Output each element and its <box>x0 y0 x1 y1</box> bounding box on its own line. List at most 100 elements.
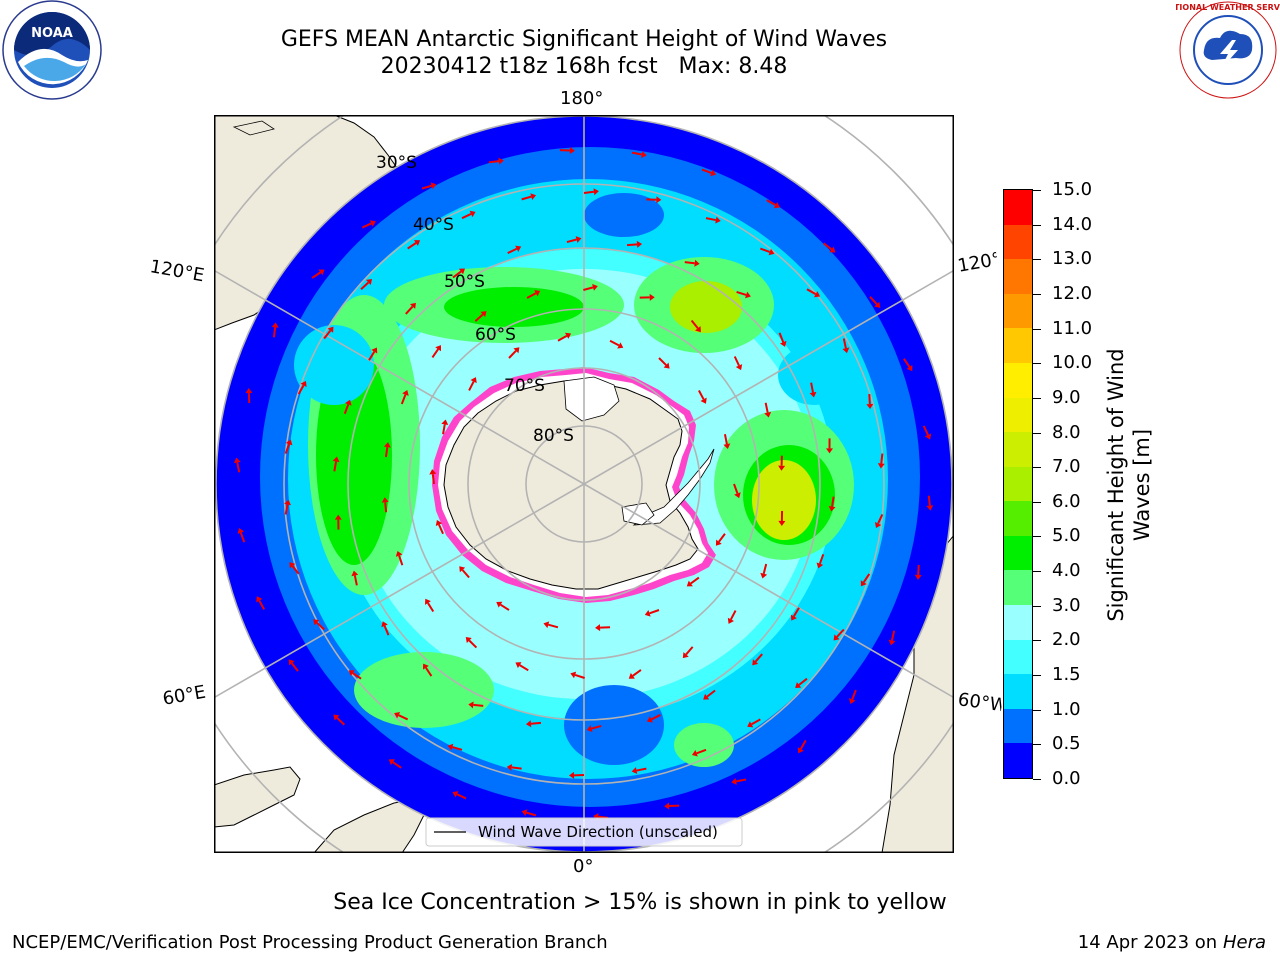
colorbar-tick <box>1033 190 1041 191</box>
arrow-head <box>233 457 241 464</box>
colorbar-tick-label: 4.0 <box>1052 560 1081 582</box>
colorbar-tick-label: 9.0 <box>1052 386 1081 408</box>
arrow-shaft <box>333 461 338 472</box>
arrow-shaft <box>842 338 847 349</box>
arrow-head <box>752 659 759 666</box>
arrow-head <box>424 598 431 605</box>
arrow-head <box>256 596 263 603</box>
antarctica <box>432 367 716 603</box>
arrow-shaft <box>452 270 462 279</box>
lat-label-80s: 80°S <box>533 426 574 446</box>
colorbar-tick-label: 13.0 <box>1052 248 1093 270</box>
arrow-shaft <box>400 394 407 405</box>
arrow-head <box>413 240 421 246</box>
arrow-shaft <box>508 350 517 359</box>
arrow-shaft <box>730 610 737 620</box>
arrow-head <box>313 619 320 626</box>
arrow-shaft <box>736 290 747 296</box>
colorbar-segment <box>1004 224 1032 260</box>
colorbar-tick <box>1033 293 1041 295</box>
colorbar-tick-label: 12.0 <box>1052 282 1093 304</box>
arrow-head <box>773 201 780 209</box>
lon-label-upper-right: 120°W <box>956 250 1000 277</box>
arrow-head <box>764 411 772 418</box>
arrow-head <box>288 659 295 666</box>
arrow-shaft <box>690 576 700 585</box>
arrow-head <box>395 550 403 557</box>
arrow-shaft <box>810 382 814 393</box>
arrow-shaft <box>690 319 699 329</box>
arrow-shaft <box>903 358 911 368</box>
arrow-head <box>877 463 885 469</box>
colorbar-tick <box>1033 363 1041 365</box>
arrow-head <box>731 777 737 785</box>
arrow-shaft <box>718 533 726 543</box>
arrow-shaft <box>705 217 717 222</box>
arrow-head <box>700 397 707 404</box>
arrow-head <box>271 322 279 328</box>
colorbar-segment <box>1004 639 1032 675</box>
colorbar-segment <box>1004 500 1032 536</box>
arrow-shaft <box>557 334 568 342</box>
arrow-shaft <box>723 434 728 445</box>
arrow-head <box>369 220 376 227</box>
colorbar-segment <box>1004 431 1032 467</box>
arrow-head <box>515 245 522 252</box>
arrow-head <box>569 771 575 779</box>
colorbar-tick-label: 3.0 <box>1052 594 1081 616</box>
arrow-shaft <box>798 677 808 686</box>
arrow-shaft <box>583 286 594 291</box>
arrow-head <box>849 698 856 705</box>
arrow-head <box>874 522 882 529</box>
arrow-head <box>926 505 934 511</box>
arrow-head <box>465 637 472 644</box>
arrow-head <box>570 671 577 679</box>
arrow-shaft <box>751 718 761 726</box>
arrow-head <box>506 763 513 771</box>
arrow-shaft <box>627 243 638 247</box>
arrow-head <box>694 259 700 267</box>
arrow-head <box>682 652 689 659</box>
lon-label-lower-right: 60°W <box>956 690 1003 717</box>
colorbar-tick-label: 0.5 <box>1052 733 1081 755</box>
arrow-head <box>646 716 653 723</box>
colorbar-title: Significant Height of Wind Waves [m] <box>1103 285 1155 685</box>
arrow-shaft <box>868 394 871 405</box>
arrow-head <box>348 670 355 677</box>
colorbar-tick-label: 10.0 <box>1052 352 1093 374</box>
arrow-shaft <box>405 305 414 315</box>
arrow-head <box>351 570 359 577</box>
colorbar-tick-label: 8.0 <box>1052 421 1081 443</box>
arrow-head <box>470 377 477 384</box>
arrow-shaft <box>917 564 920 575</box>
arrow-head <box>371 347 378 354</box>
arrow-shaft <box>851 689 857 700</box>
footer-credit: NCEP/EMC/Verification Post Processing Pr… <box>12 932 608 953</box>
arrow-head <box>628 672 635 679</box>
arrow-head <box>569 147 575 155</box>
arrow-head <box>468 701 474 709</box>
arrow-shaft <box>468 381 475 391</box>
arrow-head <box>289 562 296 569</box>
arrow-head <box>649 293 655 301</box>
arrow-head <box>525 720 532 728</box>
colorbar-segment <box>1004 569 1032 606</box>
meridian-line <box>583 483 954 699</box>
colorbar-segment <box>1004 189 1032 225</box>
arrow-head <box>435 345 442 352</box>
map-legend: Wind Wave Direction (unscaled) <box>425 817 743 847</box>
arrow-head <box>816 562 824 569</box>
arrow-shaft <box>862 573 871 583</box>
arrow-shaft <box>392 761 402 769</box>
noaa-logo-text: NOAA <box>31 26 73 41</box>
arrow-shaft <box>649 609 660 615</box>
arrow-shaft <box>650 714 661 721</box>
colorbar-segment <box>1004 362 1032 398</box>
polar-map-canvas: 30°S 40°S 50°S 60°S 70°S 80°S Wind Wave … <box>214 115 954 853</box>
arrow-head <box>664 802 670 810</box>
arrow-shaft <box>384 502 388 513</box>
arrow-head <box>458 268 465 275</box>
arrow-shaft <box>507 247 518 254</box>
arrow-head <box>381 621 388 628</box>
arrow-shaft <box>511 766 522 770</box>
